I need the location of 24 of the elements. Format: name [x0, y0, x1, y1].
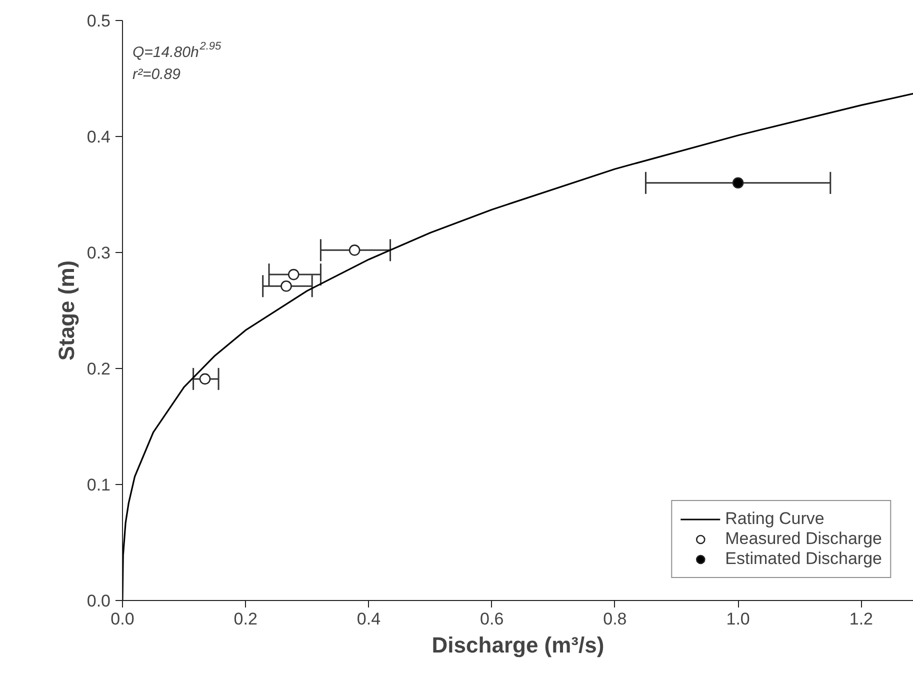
legend-label: Measured Discharge	[725, 529, 882, 549]
x-tick-label: 0.4	[356, 610, 381, 628]
annotation: r²=0.89	[132, 66, 182, 83]
point	[280, 280, 292, 292]
y-tick-label: 0.5	[86, 12, 111, 30]
legend-label: Estimated Discharge	[725, 549, 882, 569]
x-tick-label: 1.2	[849, 610, 873, 628]
x-tick-label: 0.8	[603, 610, 627, 628]
y-axis-title: Stage (m)	[54, 260, 79, 361]
y-tick-label: 0.4	[86, 128, 111, 146]
x-axis-title: Discharge (m³/s)	[432, 632, 604, 658]
legend-label: Rating Curve	[725, 509, 824, 529]
x-tick-label: 0.0	[110, 610, 134, 628]
point	[199, 373, 211, 385]
y-tick-label: 0.2	[86, 360, 111, 378]
point	[288, 268, 300, 280]
y-tick-label: 0.1	[86, 476, 111, 494]
point	[732, 177, 744, 189]
point	[348, 244, 360, 256]
y-tick-label: 0.3	[86, 244, 111, 262]
x-tick-label: 0.2	[234, 610, 258, 628]
x-tick-label: 1.0	[726, 610, 750, 628]
x-tick-label: 0.6	[480, 610, 504, 628]
y-tick-label: 0.0	[86, 592, 111, 610]
